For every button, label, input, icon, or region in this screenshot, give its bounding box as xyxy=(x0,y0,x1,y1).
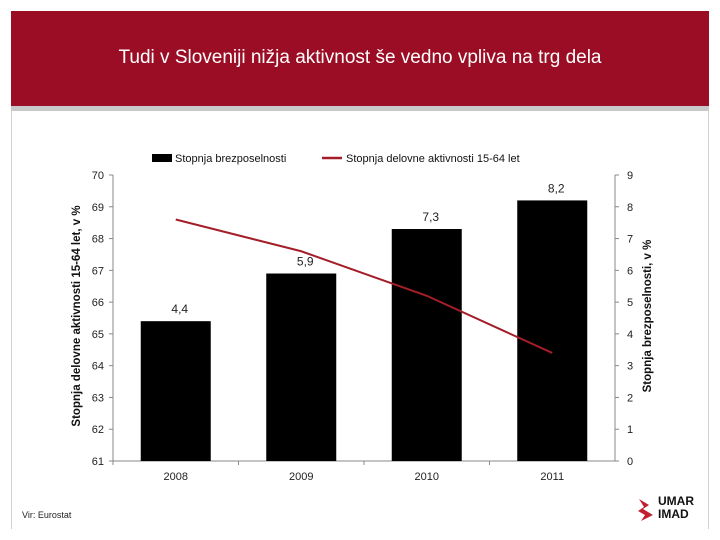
logo-text-umar: UMAR xyxy=(658,494,694,508)
y-right-tick-label: 6 xyxy=(627,265,633,277)
header-divider xyxy=(11,106,709,111)
y-right-axis-title: Stopnja brezposelnosti, v % xyxy=(642,240,654,393)
y-left-tick-label: 68 xyxy=(92,234,104,246)
y-right-tick-label: 9 xyxy=(627,170,633,182)
logo-text-imad: IMAD xyxy=(658,507,689,521)
legend-label-line: Stopnja delovne aktivnosti 15-64 let xyxy=(346,153,520,165)
umar-logo: UMAR IMAD xyxy=(636,495,706,523)
y-left-tick-label: 63 xyxy=(92,392,104,404)
bar-data-label: 4,4 xyxy=(171,302,188,316)
x-tick-label: 2010 xyxy=(415,471,439,483)
content-frame xyxy=(11,111,709,529)
bar xyxy=(391,229,462,461)
slide-title: Tudi v Sloveniji nižja aktivnost še vedn… xyxy=(118,47,602,68)
y-right-tick-label: 1 xyxy=(627,424,633,436)
y-left-axis-title: Stopnja delovne aktivnosti 15-64 let, v … xyxy=(71,205,83,426)
bar xyxy=(517,200,588,461)
y-left-tick-label: 65 xyxy=(92,329,104,341)
y-left-tick-label: 69 xyxy=(92,202,104,214)
legend-label-bar: Stopnja brezposelnosti xyxy=(175,153,286,165)
x-tick-label: 2009 xyxy=(289,471,313,483)
bar xyxy=(266,273,337,461)
y-left-tick-label: 66 xyxy=(92,297,104,309)
source-note: Vir: Eurostat xyxy=(22,510,72,520)
x-tick-label: 2011 xyxy=(540,471,564,483)
y-right-tick-label: 7 xyxy=(627,234,633,246)
bar-data-label: 7,3 xyxy=(422,210,439,224)
y-left-tick-label: 70 xyxy=(92,170,104,182)
slide-header: Tudi v Sloveniji nižja aktivnost še vedn… xyxy=(11,11,709,106)
y-right-tick-label: 0 xyxy=(627,456,633,468)
legend-swatch-bar xyxy=(152,154,172,162)
y-right-tick-label: 2 xyxy=(627,392,633,404)
line-series xyxy=(175,218,553,354)
y-left-tick-label: 62 xyxy=(92,424,104,436)
x-tick-label: 2008 xyxy=(164,471,188,483)
y-left-tick-label: 61 xyxy=(92,456,104,468)
bar xyxy=(140,321,211,461)
y-right-tick-label: 5 xyxy=(627,297,633,309)
bar-data-label: 8,2 xyxy=(548,181,565,195)
y-right-tick-label: 8 xyxy=(627,202,633,214)
bar-data-label: 5,9 xyxy=(297,255,314,269)
y-right-tick-label: 3 xyxy=(627,361,633,373)
logo-mark-icon xyxy=(638,499,653,521)
y-right-tick-label: 4 xyxy=(627,329,633,341)
y-left-tick-label: 64 xyxy=(92,361,104,373)
y-left-tick-label: 67 xyxy=(92,265,104,277)
